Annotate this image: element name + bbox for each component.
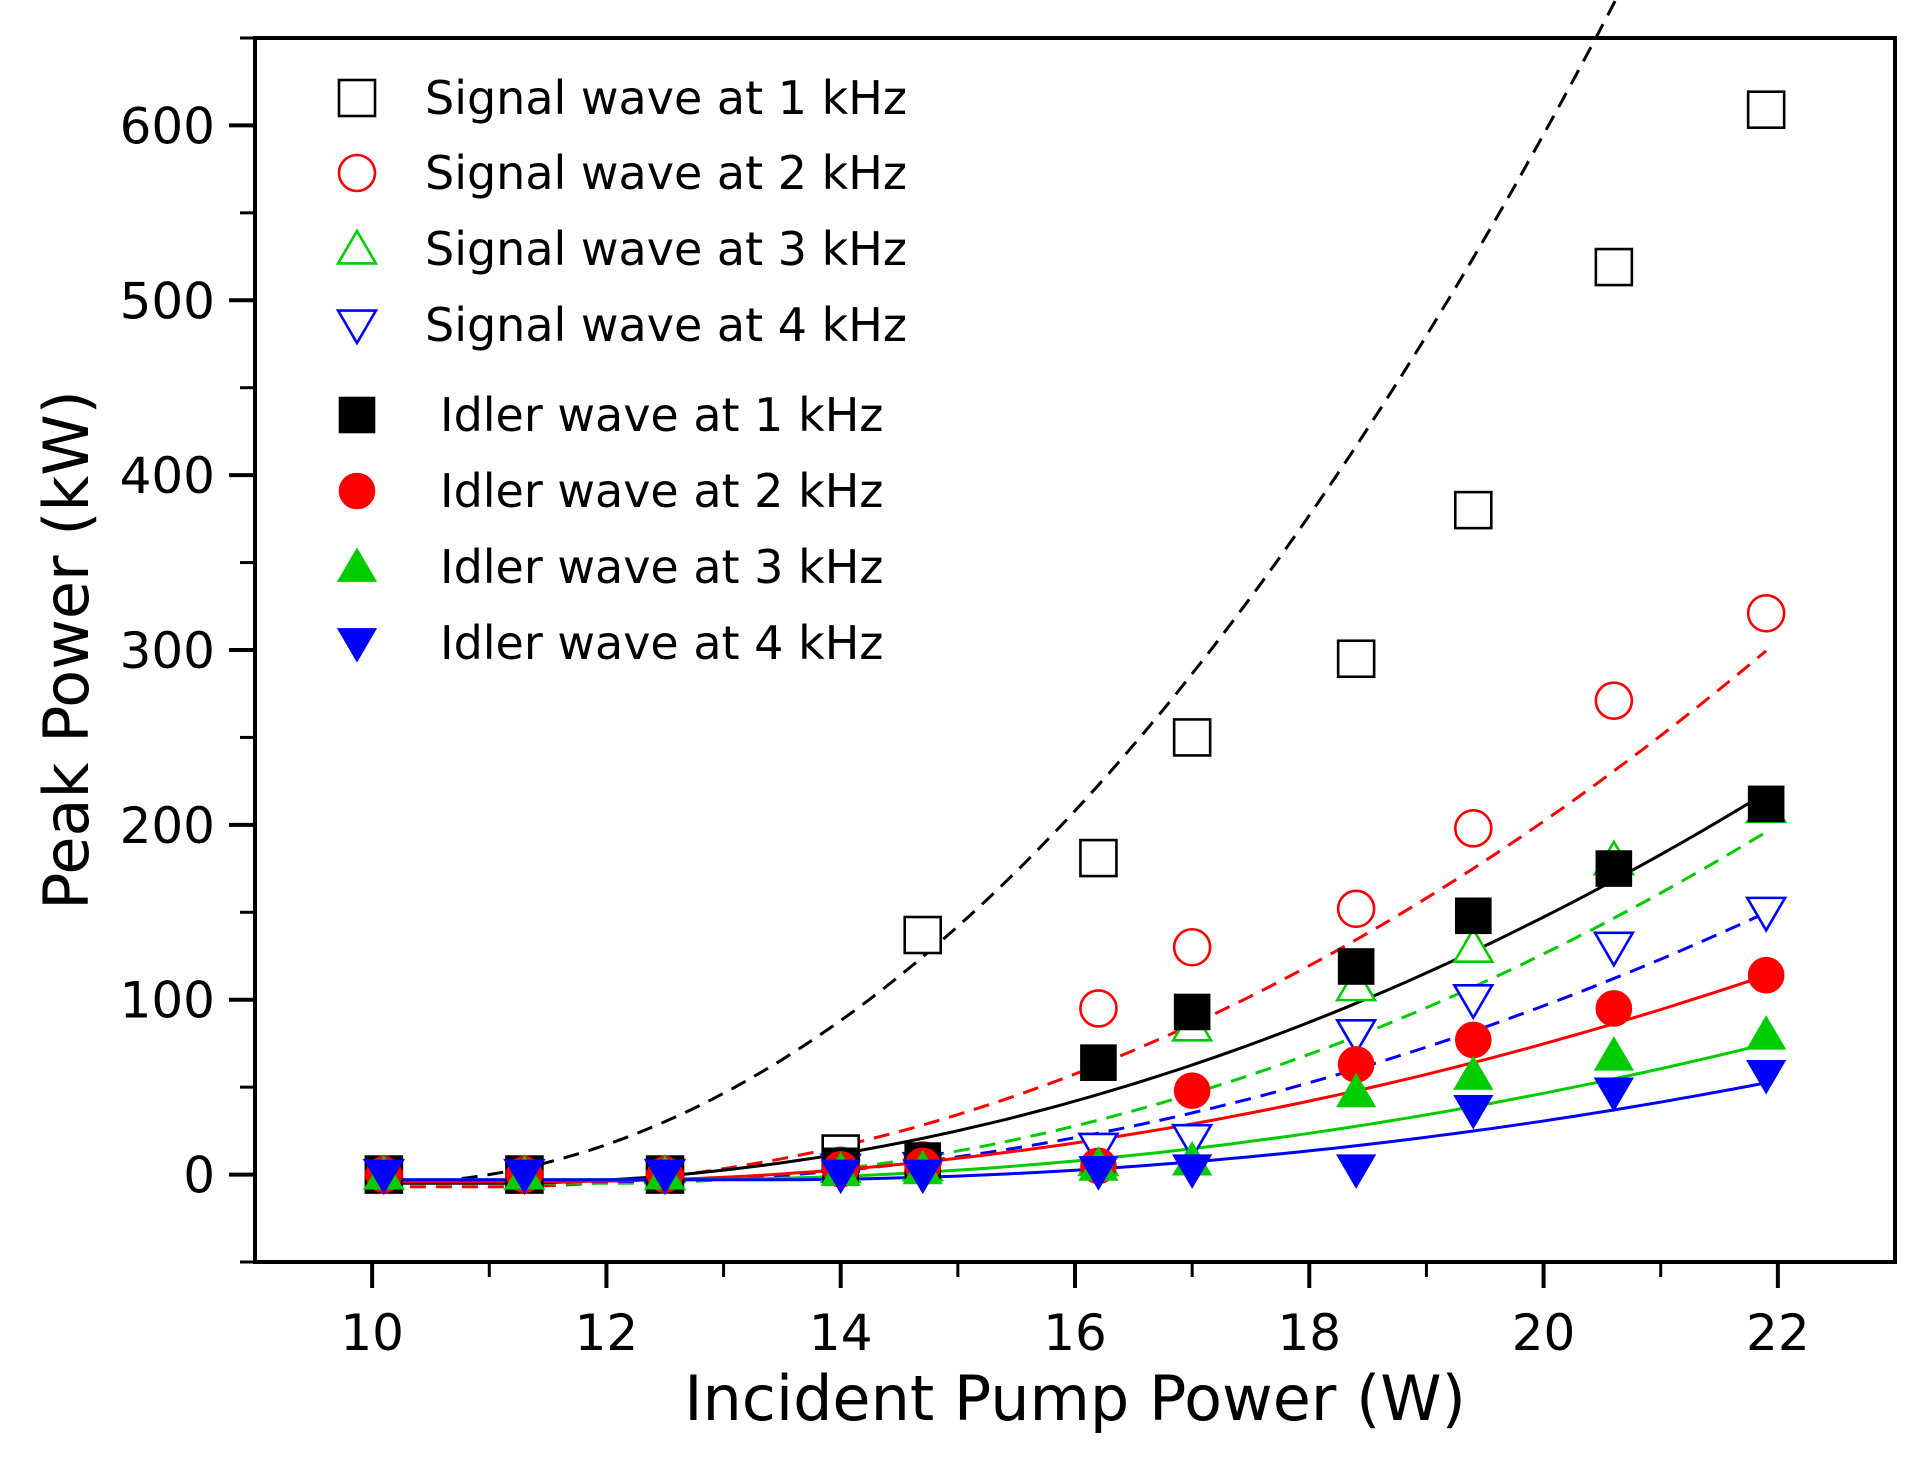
legend-marker — [338, 396, 376, 434]
data-point — [1452, 984, 1495, 1021]
data-point — [1336, 639, 1376, 679]
y-tick-label: 300 — [120, 622, 215, 680]
data-point — [1452, 926, 1495, 963]
data-point — [1173, 993, 1211, 1031]
data-point — [1080, 1044, 1117, 1081]
legend-marker — [336, 628, 378, 663]
data-point — [820, 1159, 861, 1195]
y-tick-label: 600 — [120, 97, 215, 155]
data-point — [1454, 1021, 1492, 1059]
legend-label: Idler wave at 3 kHz — [440, 540, 883, 594]
y-tick-label: 100 — [120, 972, 215, 1030]
data-point — [1454, 897, 1492, 935]
y-tick-label: 0 — [183, 1147, 215, 1205]
data-points — [362, 90, 1788, 1196]
data-point — [1592, 931, 1636, 968]
data-point — [1336, 1072, 1377, 1108]
legend-label: Idler wave at 1 kHz — [440, 388, 883, 442]
data-point — [1172, 927, 1212, 967]
data-point — [644, 1159, 686, 1195]
data-point — [1746, 90, 1786, 129]
data-point — [1334, 1018, 1378, 1056]
x-axis-title: Incident Pump Power (W) — [684, 1362, 1466, 1435]
legend-marker — [337, 153, 377, 193]
y-tick-label: 500 — [120, 272, 215, 330]
data-point — [363, 1159, 404, 1195]
x-tick-label: 20 — [1512, 1304, 1576, 1362]
data-point — [1079, 838, 1118, 878]
legend-label: Signal wave at 4 kHz — [425, 298, 907, 352]
data-point — [1453, 1094, 1494, 1130]
fit-curves — [383, 0, 1768, 1189]
series-group — [363, 1060, 1787, 1195]
x-tick-label: 14 — [809, 1304, 873, 1362]
legend-label: Signal wave at 3 kHz — [425, 222, 907, 276]
data-point — [1336, 1154, 1377, 1189]
fit-curve — [383, 0, 1618, 1185]
data-point — [1453, 490, 1493, 530]
data-point — [1173, 1072, 1211, 1109]
y-axis-title: Peak Power (kW) — [30, 390, 103, 910]
y-tick-label: 200 — [120, 797, 215, 855]
data-point — [1172, 1154, 1213, 1189]
data-point — [903, 915, 943, 955]
y-axis-ticks: 0 100 200 300 400 500 600 — [120, 36, 255, 1264]
legend-label: Idler wave at 4 kHz — [440, 616, 883, 670]
legend-marker — [338, 472, 376, 510]
data-point — [1746, 593, 1786, 633]
legend-marker — [337, 78, 377, 118]
data-point — [1079, 989, 1118, 1028]
data-point — [1595, 990, 1633, 1027]
data-point — [504, 1159, 545, 1195]
x-tick-label: 18 — [1277, 1304, 1341, 1362]
legend-marker — [335, 228, 379, 265]
data-point — [1746, 1015, 1787, 1050]
x-tick-label: 10 — [340, 1304, 404, 1362]
legend: Signal wave at 1 kHz Signal wave at 2 kHz… — [335, 71, 907, 670]
data-point — [1078, 1156, 1119, 1191]
legend-marker — [335, 309, 379, 346]
legend-label: Signal wave at 2 kHz — [425, 146, 907, 200]
data-point — [1594, 681, 1634, 721]
legend-marker — [336, 547, 378, 582]
fit-curve — [383, 649, 1768, 1189]
data-point — [902, 1159, 943, 1195]
data-point — [1453, 1055, 1494, 1090]
data-point — [1746, 1060, 1787, 1095]
data-point — [1747, 956, 1785, 994]
x-tick-label: 16 — [1043, 1304, 1107, 1362]
data-point — [1172, 718, 1212, 757]
legend-label: Signal wave at 1 kHz — [425, 71, 907, 125]
data-point — [1336, 889, 1376, 929]
data-point — [1337, 948, 1375, 985]
data-point — [1744, 896, 1788, 933]
fit-curve — [383, 1081, 1767, 1182]
y-tick-label: 400 — [120, 447, 215, 505]
data-point — [1747, 785, 1785, 823]
legend-label: Idler wave at 2 kHz — [440, 464, 883, 518]
data-point — [1595, 850, 1633, 887]
data-point — [1593, 1036, 1634, 1071]
fit-curve — [383, 911, 1767, 1184]
data-point — [1593, 1077, 1634, 1112]
x-tick-label: 22 — [1746, 1304, 1810, 1362]
x-axis-ticks: 10 12 14 16 18 20 22 — [340, 1262, 1810, 1362]
data-point — [1594, 247, 1634, 287]
data-point — [1453, 809, 1493, 848]
x-tick-label: 12 — [575, 1304, 639, 1362]
